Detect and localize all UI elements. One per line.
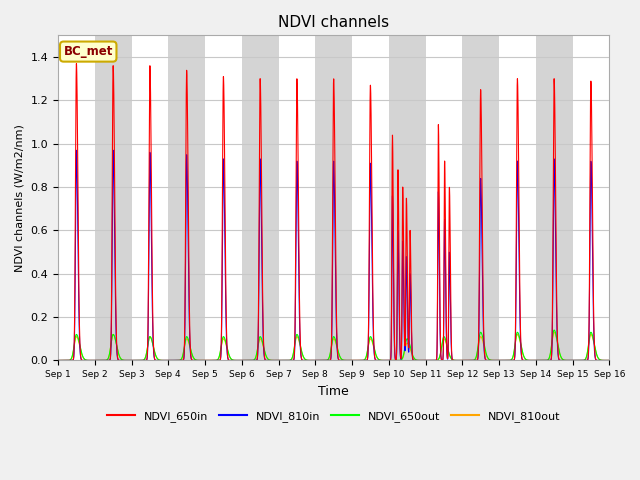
NDVI_650out — [154, 357, 162, 362]
Bar — [58, 36, 95, 360]
NDVI_650out — [550, 327, 558, 333]
NDVI_810out — [385, 358, 392, 363]
NDVI_650in — [465, 358, 473, 363]
NDVI_650in — [54, 358, 62, 363]
NDVI_650out — [465, 358, 473, 363]
Bar — [205, 36, 242, 360]
NDVI_650in — [154, 358, 162, 363]
NDVI_810in — [605, 358, 613, 363]
Bar — [352, 36, 388, 360]
NDVI_810out — [154, 357, 162, 362]
NDVI_810in — [54, 358, 62, 363]
NDVI_650in — [265, 358, 273, 363]
NDVI_810out — [550, 329, 558, 335]
NDVI_810in — [109, 147, 117, 153]
NDVI_650in — [72, 61, 80, 67]
NDVI_810out — [413, 357, 420, 363]
NDVI_650out — [413, 357, 420, 363]
NDVI_650in — [508, 358, 515, 363]
NDVI_810in — [413, 358, 420, 363]
Y-axis label: NDVI channels (W/m2/nm): NDVI channels (W/m2/nm) — [15, 124, 25, 272]
Bar — [316, 36, 352, 360]
NDVI_650in — [605, 358, 613, 363]
NDVI_810in — [465, 358, 473, 363]
Bar — [388, 36, 426, 360]
Bar — [426, 36, 462, 360]
NDVI_650out — [265, 357, 273, 362]
NDVI_810in — [265, 358, 273, 363]
NDVI_650out — [54, 358, 62, 363]
Text: BC_met: BC_met — [63, 45, 113, 58]
Bar — [573, 36, 609, 360]
Legend: NDVI_650in, NDVI_810in, NDVI_650out, NDVI_810out: NDVI_650in, NDVI_810in, NDVI_650out, NDV… — [102, 407, 565, 426]
NDVI_650out — [605, 358, 613, 363]
NDVI_810in — [154, 358, 162, 363]
Bar — [499, 36, 536, 360]
NDVI_650out — [385, 358, 392, 363]
NDVI_810out — [508, 357, 515, 363]
Bar — [462, 36, 499, 360]
NDVI_810in — [385, 358, 392, 363]
Bar — [95, 36, 132, 360]
Bar — [132, 36, 168, 360]
X-axis label: Time: Time — [318, 385, 349, 398]
Line: NDVI_650in: NDVI_650in — [58, 64, 609, 360]
Bar — [242, 36, 278, 360]
Bar — [278, 36, 316, 360]
NDVI_650in — [413, 358, 420, 363]
Title: NDVI channels: NDVI channels — [278, 15, 389, 30]
NDVI_810in — [508, 358, 515, 363]
NDVI_650in — [385, 358, 392, 363]
Line: NDVI_810in: NDVI_810in — [58, 150, 609, 360]
Line: NDVI_650out: NDVI_650out — [58, 330, 609, 360]
Bar — [168, 36, 205, 360]
NDVI_810out — [605, 358, 613, 363]
Bar — [536, 36, 573, 360]
Line: NDVI_810out: NDVI_810out — [58, 332, 609, 360]
NDVI_810out — [54, 358, 62, 363]
NDVI_810out — [265, 357, 273, 362]
NDVI_810out — [465, 358, 473, 363]
NDVI_650out — [508, 357, 515, 363]
